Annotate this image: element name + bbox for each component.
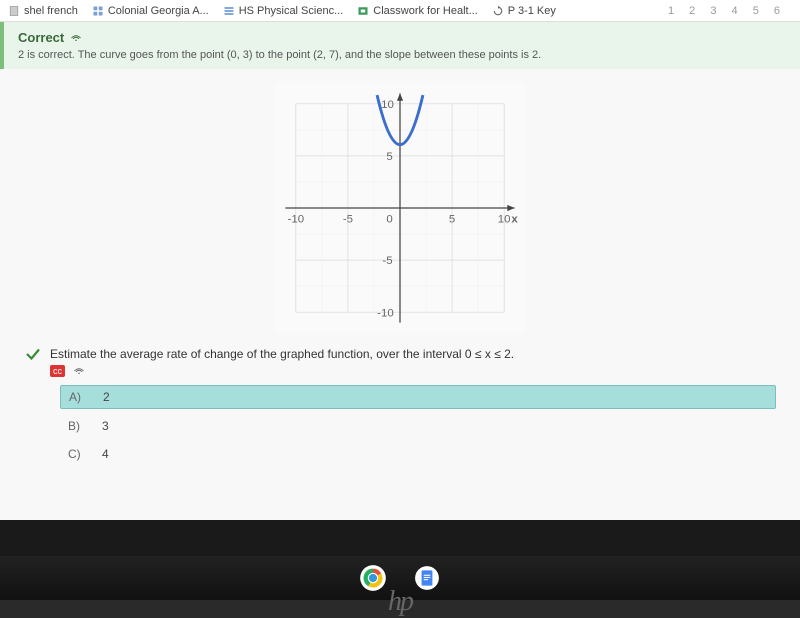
svg-text:5: 5	[449, 214, 455, 226]
bookmark-label: shel french	[24, 5, 78, 17]
bookmarks-bar: shel french Colonial Georgia A... HS Phy…	[0, 0, 800, 22]
chrome-icon[interactable]	[359, 564, 387, 592]
answer-option-a[interactable]: A) 2	[60, 385, 776, 409]
bookmark-item[interactable]: Classwork for Healt...	[357, 5, 478, 17]
bookmark-item[interactable]: Colonial Georgia A...	[92, 5, 209, 17]
docs-icon[interactable]	[413, 564, 441, 592]
bookmark-label: HS Physical Scienc...	[239, 5, 344, 17]
svg-text:-5: -5	[382, 255, 392, 267]
answer-option-b[interactable]: B) 3	[60, 415, 776, 437]
question-text: Estimate the average rate of change of t…	[50, 347, 514, 361]
svg-text:10: 10	[381, 99, 394, 111]
answer-value: 4	[102, 447, 109, 461]
feedback-banner: Correct 2 is correct. The curve goes fro…	[0, 22, 800, 69]
cc-badge[interactable]: cc	[50, 365, 65, 377]
svg-text:5: 5	[386, 151, 392, 163]
question-row: Estimate the average rate of change of t…	[0, 339, 800, 365]
bookmark-label: P 3-1 Key	[508, 5, 556, 17]
feedback-text: 2 is correct. The curve goes from the po…	[18, 49, 786, 61]
feedback-title: Correct	[18, 30, 786, 45]
answer-value: 2	[103, 390, 110, 404]
bookmark-label: Classwork for Healt...	[373, 5, 478, 17]
audio-icon[interactable]	[73, 365, 85, 377]
page-indicator: 1 2 3 4 5 6	[668, 5, 792, 17]
answer-list: A) 2 B) 3 C) 4	[0, 381, 800, 473]
grid-icon	[92, 5, 104, 17]
check-icon	[24, 345, 42, 363]
answer-value: 3	[102, 419, 109, 433]
classroom-icon	[357, 5, 369, 17]
svg-text:-10: -10	[377, 307, 394, 319]
svg-text:-10: -10	[288, 214, 305, 226]
answer-label: A)	[69, 390, 89, 404]
doc-icon	[8, 5, 20, 17]
bookmark-label: Colonial Georgia A...	[108, 5, 209, 17]
refresh-icon	[492, 5, 504, 17]
bookmark-item[interactable]: HS Physical Scienc...	[223, 5, 344, 17]
taskbar	[0, 556, 800, 600]
svg-text:-5: -5	[343, 214, 353, 226]
answer-option-c[interactable]: C) 4	[60, 443, 776, 465]
svg-text:0: 0	[386, 214, 392, 226]
function-graph: -10 -5 5 10 10 5 0 -5 -10 x	[275, 83, 525, 333]
lines-icon	[223, 5, 235, 17]
bookmark-item[interactable]: P 3-1 Key	[492, 5, 556, 17]
audio-icon[interactable]	[70, 32, 82, 44]
answer-label: B)	[68, 419, 88, 433]
svg-text:x: x	[511, 214, 518, 226]
answer-label: C)	[68, 447, 88, 461]
svg-text:10: 10	[498, 214, 511, 226]
bookmark-item[interactable]: shel french	[8, 5, 78, 17]
